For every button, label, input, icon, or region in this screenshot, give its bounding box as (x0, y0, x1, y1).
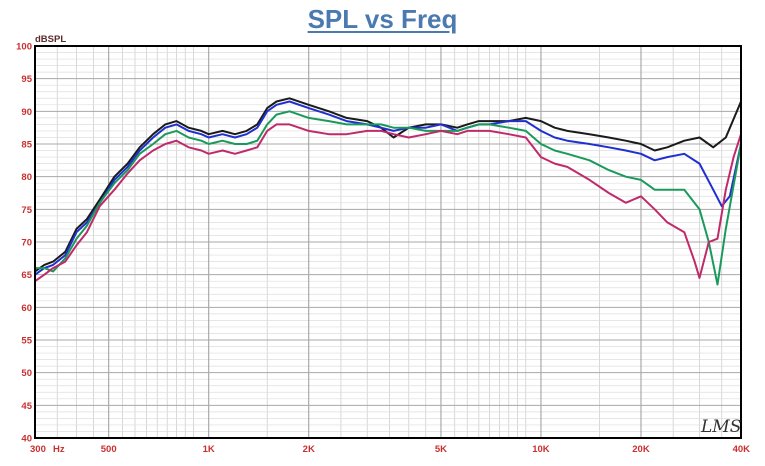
x-tick-label: 2K (303, 444, 315, 455)
y-tick-label: 70 (21, 238, 32, 249)
y-tick-label: 45 (21, 401, 32, 412)
series-layer (34, 97, 742, 286)
y-tick-label: 55 (21, 336, 32, 347)
y-tick-label: 95 (21, 74, 32, 85)
y-tick-label: 40 (21, 434, 32, 445)
plot-frame (34, 45, 742, 439)
x-tick-label: 40K (733, 444, 751, 455)
lms-logo: LMS (700, 417, 741, 437)
series-line-3 (35, 110, 742, 286)
series-line-4 (34, 123, 742, 283)
x-tick-labels: 300 500 1K 2K 5K 10K 20K 40K (30, 444, 750, 455)
x-tick-label: 300 (30, 444, 46, 455)
y-tick-label: 80 (21, 172, 32, 183)
x-tick-label: 5K (435, 444, 447, 455)
y-axis-label: dBSPL (35, 34, 66, 45)
x-tick-label: 10K (532, 444, 550, 455)
y-tick-labels: 40 45 50 55 60 65 70 75 80 85 90 95 100 (16, 42, 33, 445)
series-line-1 (34, 97, 742, 273)
x-tick-label: 1K (203, 444, 215, 455)
x-tick-label: 500 (101, 444, 117, 455)
y-tick-label: 50 (21, 368, 32, 379)
y-tick-label: 75 (21, 205, 32, 216)
y-tick-label: 85 (21, 140, 32, 151)
x-tick-label: 20K (632, 444, 650, 455)
y-tick-label: 100 (16, 42, 32, 53)
chart-title: SPL vs Freq (307, 4, 458, 34)
y-tick-label: 60 (21, 303, 32, 314)
y-tick-label: 90 (21, 107, 32, 118)
y-tick-label: 65 (21, 270, 32, 281)
x-axis-unit: Hz (53, 444, 65, 455)
